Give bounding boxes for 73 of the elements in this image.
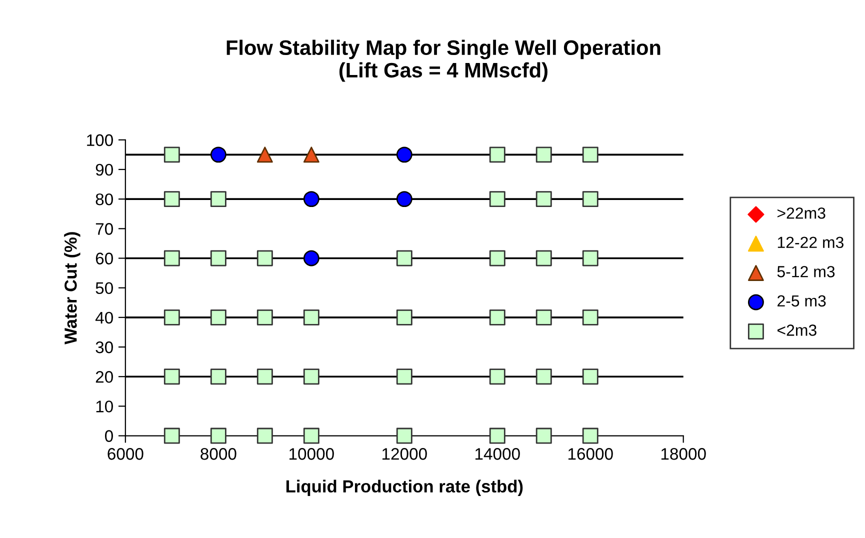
point [536, 428, 552, 444]
point [396, 191, 412, 208]
x-tick-label: 10000 [290, 448, 334, 460]
x-tick-label: 18000 [661, 448, 706, 460]
point [210, 146, 226, 163]
point [210, 428, 226, 444]
point [210, 191, 226, 208]
y-tick-label: 20 [96, 371, 113, 383]
point [164, 191, 180, 208]
point [256, 368, 273, 385]
point [489, 191, 506, 208]
point [536, 309, 552, 326]
y-tick-label: 50 [96, 282, 113, 294]
point [396, 250, 412, 266]
point [303, 146, 320, 163]
point [536, 146, 552, 163]
point [303, 250, 320, 266]
x-tick-label: 6000 [108, 448, 144, 460]
y-tick-label: 30 [96, 341, 113, 354]
point [536, 250, 552, 266]
point [489, 368, 506, 385]
x-axis-title: Liquid Production rate (stbd) [286, 480, 523, 496]
point [536, 368, 552, 385]
point [582, 428, 598, 444]
point [396, 428, 412, 444]
legend-label: 5-12 m3 [777, 266, 835, 278]
chart-title: Flow Stability Map for Single Well Operation (Lift Gas = 4 MMscfd) [226, 40, 660, 82]
point [256, 146, 273, 163]
point [489, 428, 506, 444]
point [582, 309, 598, 326]
point [164, 146, 180, 163]
point [489, 146, 506, 163]
point [582, 250, 598, 266]
y-tick-label: 40 [95, 312, 113, 324]
y-tick-label: 70 [96, 223, 113, 235]
point [164, 309, 180, 326]
point [164, 428, 180, 444]
point [396, 309, 412, 326]
point [303, 191, 320, 208]
x-tick-label: 12000 [382, 448, 427, 460]
y-axis-title: Water Cut (%) [64, 232, 80, 344]
point [303, 428, 320, 444]
point [489, 250, 506, 266]
y-tick-label: 10 [96, 400, 113, 412]
x-tick-label: 16000 [568, 448, 613, 460]
point [396, 146, 412, 163]
point [164, 250, 180, 266]
point [536, 191, 552, 208]
legend-label: 12-22 m3 [778, 236, 844, 248]
point [303, 309, 320, 326]
point [256, 428, 273, 444]
point [582, 146, 598, 163]
y-tick-label: 100 [87, 134, 113, 146]
point [210, 250, 226, 266]
point [396, 368, 412, 385]
point [582, 191, 598, 208]
y-tick-label: 80 [96, 193, 113, 206]
point [303, 368, 320, 385]
point [256, 309, 273, 326]
x-tick-label: 8000 [200, 448, 236, 460]
point [256, 250, 273, 266]
legend-label: <2m3 [778, 324, 816, 336]
y-tick-label: 90 [96, 164, 113, 176]
point [210, 368, 226, 385]
legend-label: 2-5 m3 [778, 295, 826, 307]
point [164, 368, 180, 385]
point [489, 309, 506, 326]
y-tick-label: 0 [105, 430, 113, 442]
legend-label: >22m3 [778, 207, 826, 219]
y-tick-label: 60 [96, 252, 113, 264]
x-tick-label: 14000 [475, 448, 520, 460]
point [210, 309, 226, 326]
point [582, 368, 598, 385]
